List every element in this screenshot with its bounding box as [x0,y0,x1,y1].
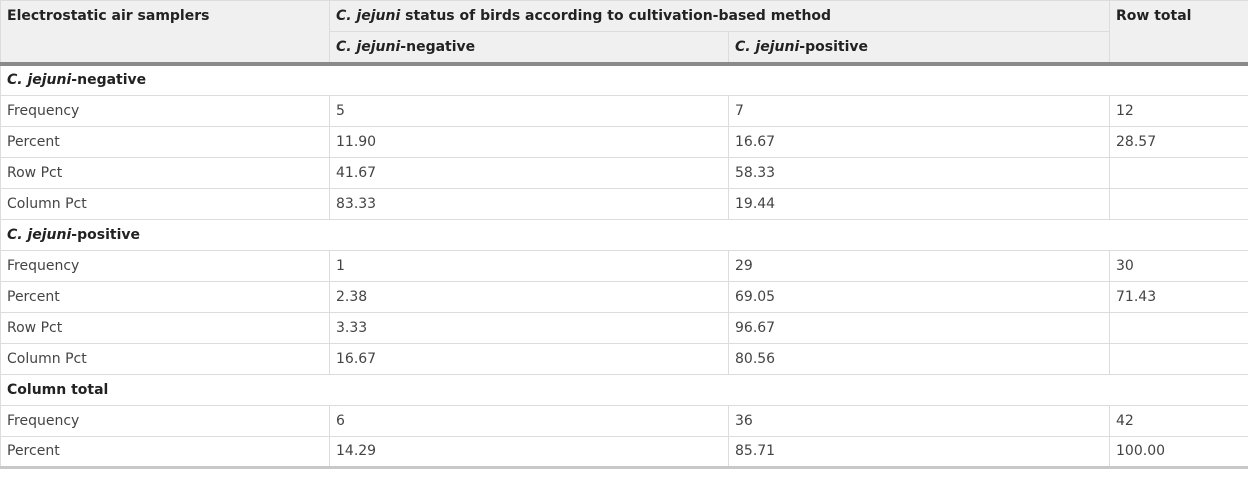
positive-value: 96.67 [727,311,1111,344]
header-positive: C. jejuni-positive [727,31,1111,65]
header-positive-italic: C. jejuni [735,39,800,55]
table-row: Percent 2.38 69.05 71.43 [0,280,1248,313]
row-label: Frequency [0,249,330,282]
table-row: Column Pct 83.33 19.44 [0,187,1248,220]
group-label-italic: C. jejuni [7,226,72,243]
row-total-value: 30 [1109,249,1248,282]
row-label: Column Pct [0,187,330,220]
header-air-samplers: Electrostatic air samplers [0,0,330,65]
group-row: C. jejuni-negative [0,63,1248,96]
header-status-text: status of birds according to cultivation… [400,8,832,24]
row-total-value [1109,311,1248,344]
group-label-text: -positive [71,226,140,243]
row-total-value [1109,342,1248,375]
negative-value: 41.67 [329,156,729,189]
row-label: Frequency [0,404,330,437]
header-cultivation-status: C. jejuni status of birds according to c… [328,0,1111,32]
header-positive-text: -positive [799,39,868,55]
table-row: Frequency 5 7 12 [0,94,1248,127]
row-total-value [1109,187,1248,220]
header-row-total: Row total [1109,0,1248,65]
header-species-italic: C. jejuni [336,8,401,24]
row-total-value: 42 [1109,404,1248,437]
row-total-value: 12 [1109,94,1248,127]
header-negative-italic: C. jejuni [336,39,401,55]
row-label: Percent [0,435,330,469]
table-row: Frequency 1 29 30 [0,249,1248,282]
table-row: Row Pct 3.33 96.67 [0,311,1248,344]
positive-value: 29 [727,249,1111,282]
positive-value: 19.44 [727,187,1111,220]
negative-value: 6 [329,404,729,437]
table-row: Frequency 6 36 42 [0,404,1248,437]
row-label: Row Pct [0,156,330,189]
group-row: C. jejuni-positive [0,218,1248,251]
positive-value: 85.71 [727,435,1111,469]
positive-value: 36 [727,404,1111,437]
row-total-value: 100.00 [1109,435,1248,469]
positive-value: 16.67 [727,125,1111,158]
contingency-table: Electrostatic air samplers C. jejuni sta… [0,0,1248,469]
group-label-text: -negative [71,72,147,89]
group-row: Column total [0,373,1248,406]
row-label: Percent [0,280,330,313]
table-row: Percent 14.29 85.71 100.00 [0,435,1248,469]
row-label: Percent [0,125,330,158]
group-label: Column total [0,373,1248,406]
positive-value: 69.05 [727,280,1111,313]
negative-value: 2.38 [329,280,729,313]
row-label: Column Pct [0,342,330,375]
table-row: Row Pct 41.67 58.33 [0,156,1248,189]
row-total-value: 28.57 [1109,125,1248,158]
header-negative: C. jejuni-negative [329,31,729,65]
positive-value: 80.56 [727,342,1111,375]
row-label: Frequency [0,94,330,127]
row-total-value [1109,156,1248,189]
negative-value: 3.33 [329,311,729,344]
table-header: Electrostatic air samplers C. jejuni sta… [0,0,1248,65]
negative-value: 16.67 [329,342,729,375]
table-row: Percent 11.90 16.67 28.57 [0,125,1248,158]
negative-value: 1 [329,249,729,282]
row-total-value: 71.43 [1109,280,1248,313]
table-row: Column Pct 16.67 80.56 [0,342,1248,375]
positive-value: 58.33 [727,156,1111,189]
group-label: C. jejuni-positive [0,218,1248,251]
negative-value: 11.90 [329,125,729,158]
header-negative-text: -negative [400,39,476,55]
row-label: Row Pct [0,311,330,344]
positive-value: 7 [727,94,1111,127]
group-label: C. jejuni-negative [0,63,1248,96]
negative-value: 14.29 [329,435,729,469]
negative-value: 83.33 [329,187,729,220]
negative-value: 5 [329,94,729,127]
group-label-text: Column total [7,381,109,398]
table-body: C. jejuni-negative Frequency 5 7 12 Percent 11… [0,63,1248,469]
group-label-italic: C. jejuni [7,72,72,89]
